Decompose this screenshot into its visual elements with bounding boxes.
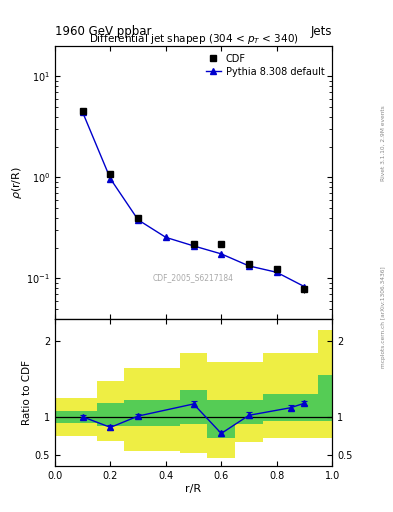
Text: mcplots.cern.ch [arXiv:1306.3436]: mcplots.cern.ch [arXiv:1306.3436]: [381, 267, 386, 368]
Y-axis label: Ratio to CDF: Ratio to CDF: [22, 360, 32, 425]
Y-axis label: $\rho$(r/R): $\rho$(r/R): [9, 166, 24, 199]
Text: 1960 GeV ppbar: 1960 GeV ppbar: [55, 26, 152, 38]
X-axis label: r/R: r/R: [185, 483, 202, 494]
Text: Rivet 3.1.10, 2.9M events: Rivet 3.1.10, 2.9M events: [381, 105, 386, 181]
Text: CDF_2005_S6217184: CDF_2005_S6217184: [153, 273, 234, 282]
Text: Jets: Jets: [310, 26, 332, 38]
Title: Differential jet shapep (304 < $p_T$ < 340): Differential jet shapep (304 < $p_T$ < 3…: [89, 32, 298, 46]
Legend: CDF, Pythia 8.308 default: CDF, Pythia 8.308 default: [203, 51, 327, 80]
